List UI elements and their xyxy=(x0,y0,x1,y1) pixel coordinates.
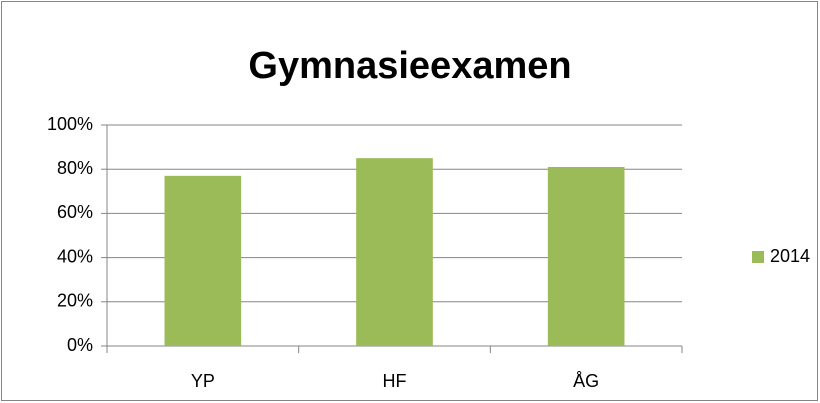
y-tick-label: 20% xyxy=(57,291,93,311)
y-tick-label: 80% xyxy=(57,158,93,178)
chart-title: Gymnasieexamen xyxy=(248,45,571,87)
legend-swatch xyxy=(752,251,764,263)
y-tick-label: 0% xyxy=(67,335,93,355)
legend-label: 2014 xyxy=(770,246,810,266)
x-tick-label: HF xyxy=(383,371,407,391)
y-tick-label: 100% xyxy=(47,114,93,134)
bar xyxy=(356,158,433,346)
x-tick-label: ÅG xyxy=(573,371,599,391)
x-tick-label: YP xyxy=(191,371,215,391)
y-tick-label: 60% xyxy=(57,202,93,222)
bar xyxy=(164,175,242,346)
bar xyxy=(547,166,625,346)
y-tick-label: 40% xyxy=(57,246,93,266)
